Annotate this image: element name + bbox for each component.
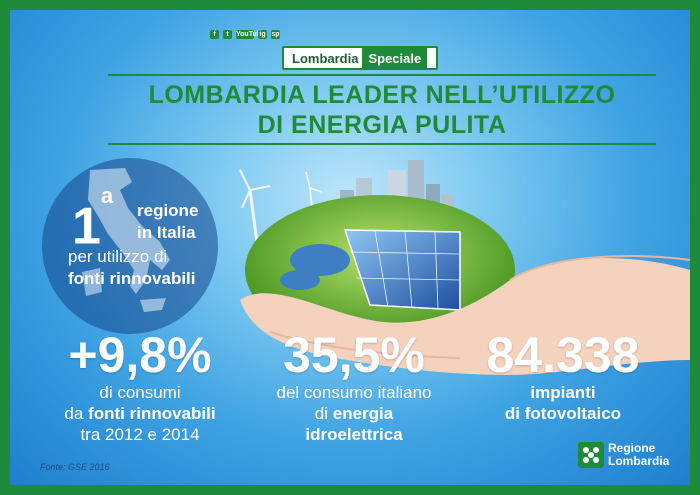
stat-renewables-line1: di consumi xyxy=(99,383,181,402)
rank-label: regione in Italia xyxy=(137,201,199,242)
youtube-icon[interactable]: YouTube xyxy=(236,30,265,39)
italy-map-icon xyxy=(82,168,170,312)
title-bottom-rule xyxy=(108,143,656,145)
stat-renewables: +9,8% di consumi da fonti rinnovabili tr… xyxy=(30,328,250,445)
instagram-icon[interactable]: ig xyxy=(258,30,267,39)
regione-lombardia-logo: Regione Lombardia xyxy=(578,442,669,468)
stat-hydro: 35,5% del consumo italiano di energia id… xyxy=(254,328,454,445)
stat-hydro-line1: del consumo italiano xyxy=(276,383,432,402)
stat-renewables-line3: tra 2012 e 2014 xyxy=(80,425,200,444)
title-line1: LOMBARDIA LEADER NELL’UTILIZZO xyxy=(148,81,616,109)
rank-fonti-label: fonti rinnovabili xyxy=(68,269,196,288)
infographic-panel: f t YouTube ig sp Lombardia Speciale LOM… xyxy=(10,10,690,485)
title-line2: DI ENERGIA PULITA xyxy=(257,111,507,139)
logo-text: Regione Lombardia xyxy=(608,441,670,468)
stat-renewables-value: +9,8% xyxy=(68,327,212,383)
stat-photovoltaic-value: 84.338 xyxy=(486,327,640,383)
stat-hydro-line3: idroelettrica xyxy=(305,425,403,444)
lombardia-speciale-logo: Lombardia Speciale xyxy=(282,46,438,70)
brand-part1: Lombardia xyxy=(292,50,359,66)
source-note: Fonte: GSE 2016 xyxy=(40,462,110,472)
brand-part2: Speciale xyxy=(362,48,428,68)
facebook-icon[interactable]: f xyxy=(210,30,219,39)
social-icons: f t YouTube ig sp xyxy=(210,30,280,39)
stat-photovoltaic-line2: di fotovoltaico xyxy=(504,404,622,423)
stat-photovoltaic: 84.338 impianti di fotovoltaico xyxy=(458,328,668,424)
stat-hydro-line2: di energia xyxy=(314,404,394,423)
rank-per-label: per utilizzo di xyxy=(68,247,168,266)
rank-number: 1a xyxy=(72,183,114,256)
stat-photovoltaic-line1: impianti xyxy=(530,383,596,402)
stat-renewables-line2: da fonti rinnovabili xyxy=(64,404,216,423)
rosa-camuna-icon xyxy=(578,442,604,468)
green-planet-illustration xyxy=(239,160,690,375)
title-top-rule xyxy=(108,74,656,76)
share-icon[interactable]: sp xyxy=(271,30,280,39)
stat-hydro-value: 35,5% xyxy=(283,327,425,383)
twitter-icon[interactable]: t xyxy=(223,30,232,39)
